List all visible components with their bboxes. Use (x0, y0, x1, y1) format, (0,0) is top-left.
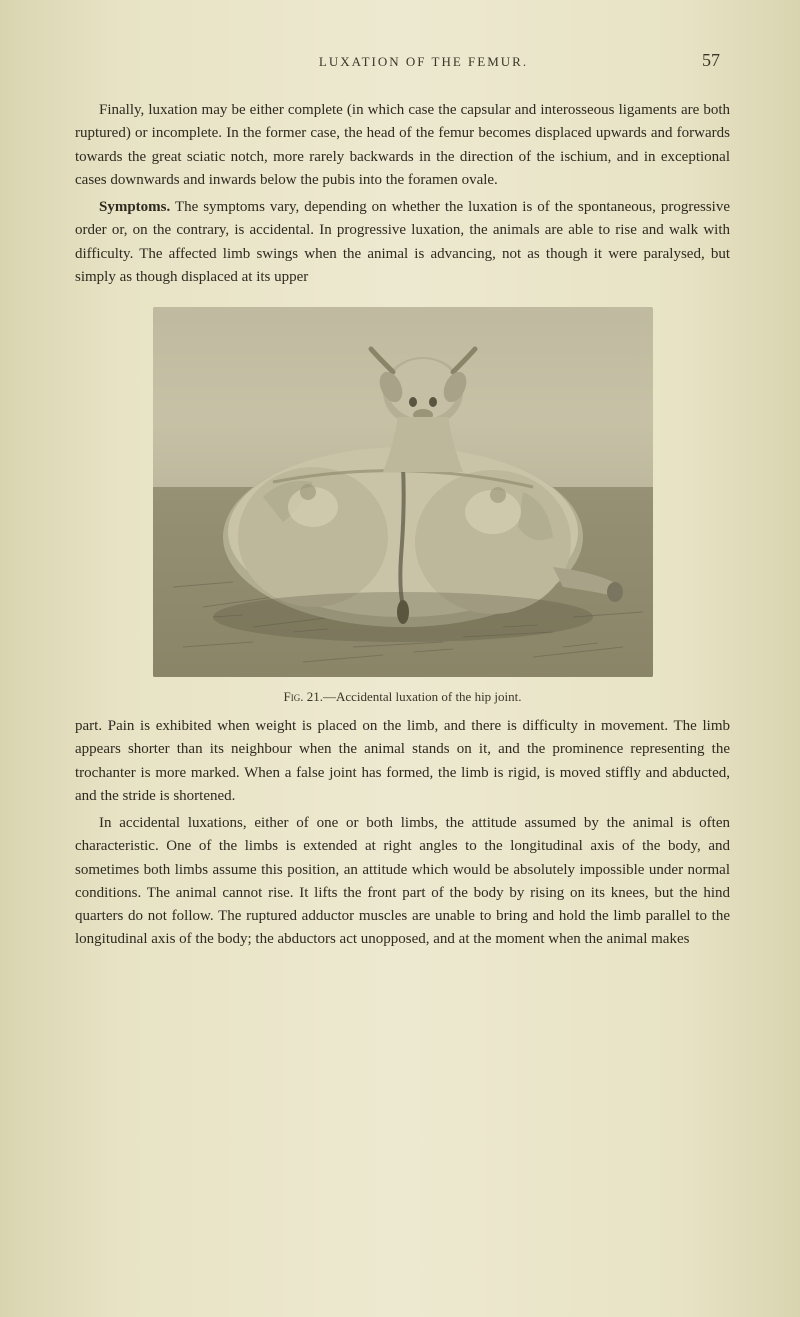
paragraph-2-text: The symptoms vary, depending on whether … (75, 199, 730, 285)
page-header: LUXATION OF THE FEMUR. 57 (75, 50, 730, 71)
paragraph-1: Finally, luxation may be either complete… (75, 99, 730, 192)
running-title: LUXATION OF THE FEMUR. (145, 54, 702, 70)
paragraph-4: In accidental luxations, either of one o… (75, 812, 730, 952)
body-text: Finally, luxation may be either complete… (75, 99, 730, 952)
figure-caption-prefix: Fig. 21. (283, 689, 322, 704)
figure-container: Fig. 21.—Accidental luxation of the hip … (75, 307, 730, 707)
symptoms-heading: Symptoms. (99, 199, 170, 215)
figure-caption: Fig. 21.—Accidental luxation of the hip … (75, 687, 730, 707)
figure-illustration (153, 307, 653, 677)
figure-caption-text: —Accidental luxation of the hip joint. (323, 689, 522, 704)
cow-illustration-svg (153, 307, 653, 677)
paragraph-2: Symptoms. The symptoms vary, depending o… (75, 196, 730, 289)
paragraph-3: part. Pain is exhibited when weight is p… (75, 715, 730, 808)
page-number: 57 (702, 50, 720, 71)
